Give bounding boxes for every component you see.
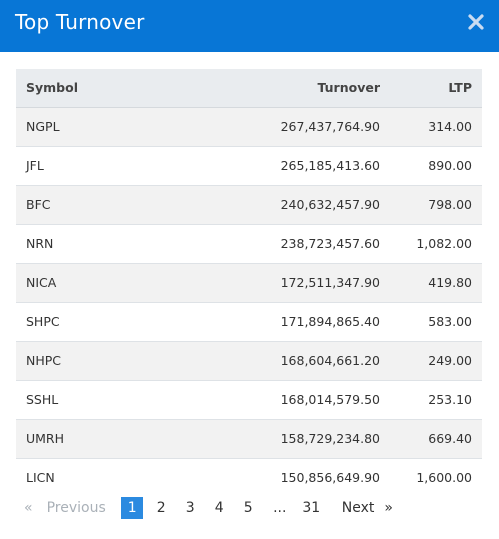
- pagination: « Previous 1 2 3 4 5 ... 31 Next »: [24, 497, 393, 519]
- column-header-turnover[interactable]: Turnover: [156, 69, 390, 108]
- table-row: JFL 265,185,413.60 890.00: [16, 146, 482, 185]
- cell-turnover: 158,729,234.80: [280, 431, 380, 446]
- next-label: Next: [341, 500, 375, 516]
- cell-ltp: 253.10: [428, 392, 472, 407]
- cell-ltp: 890.00: [428, 158, 472, 173]
- cell-ltp: 314.00: [428, 119, 472, 134]
- table-row: NGPL 267,437,764.90 314.00: [16, 107, 482, 146]
- cell-ltp: 249.00: [428, 353, 472, 368]
- page-5-button[interactable]: 5: [243, 500, 253, 516]
- cell-symbol: JFL: [26, 158, 44, 173]
- table-row: BFC 240,632,457.90 798.00: [16, 185, 482, 224]
- page-1-button[interactable]: 1: [121, 497, 144, 519]
- close-button[interactable]: [467, 13, 485, 31]
- modal-header: Top Turnover: [0, 0, 499, 52]
- cell-symbol: UMRH: [26, 431, 65, 446]
- cell-symbol: NHPC: [26, 353, 62, 368]
- table-row: SSHL 168,014,579.50 253.10: [16, 380, 482, 419]
- cell-ltp: 798.00: [428, 197, 472, 212]
- pagination-ellipsis: ...: [273, 500, 287, 516]
- cell-ltp: 583.00: [428, 314, 472, 329]
- table-row: LICN 150,856,649.90 1,600.00: [16, 458, 482, 497]
- table-row: UMRH 158,729,234.80 669.40: [16, 419, 482, 458]
- cell-symbol: NRN: [26, 236, 54, 251]
- cell-symbol: BFC: [26, 197, 51, 212]
- table-row: NHPC 168,604,661.20 249.00: [16, 341, 482, 380]
- column-header-ltp[interactable]: LTP: [390, 69, 482, 108]
- double-chevron-right-icon: »: [384, 500, 393, 516]
- next-page-button[interactable]: Next »: [342, 500, 393, 516]
- cell-ltp: 669.40: [428, 431, 472, 446]
- page-31-button[interactable]: 31: [302, 500, 321, 516]
- table-header-row: Symbol Turnover LTP: [16, 69, 482, 108]
- table-row: NRN 238,723,457.60 1,082.00: [16, 224, 482, 263]
- page-2-button[interactable]: 2: [156, 500, 166, 516]
- double-chevron-left-icon: «: [24, 500, 33, 516]
- turnover-table-container: Symbol Turnover LTP NGPL 267,437,764.90 …: [16, 69, 482, 497]
- cell-turnover: 168,014,579.50: [280, 392, 380, 407]
- previous-page-button: « Previous: [24, 500, 106, 516]
- cell-ltp: 1,082.00: [416, 236, 472, 251]
- cell-turnover: 171,894,865.40: [280, 314, 380, 329]
- cell-turnover: 240,632,457.90: [280, 197, 380, 212]
- cell-symbol: NGPL: [26, 119, 60, 134]
- turnover-table: Symbol Turnover LTP NGPL 267,437,764.90 …: [16, 69, 482, 497]
- column-header-symbol[interactable]: Symbol: [16, 69, 156, 108]
- cell-turnover: 150,856,649.90: [280, 470, 380, 486]
- previous-label: Previous: [46, 500, 106, 516]
- cell-symbol: LICN: [26, 470, 55, 486]
- page-4-button[interactable]: 4: [214, 500, 224, 516]
- table-row: NICA 172,511,347.90 419.80: [16, 263, 482, 302]
- cell-turnover: 172,511,347.90: [280, 275, 380, 290]
- cell-symbol: SSHL: [26, 392, 59, 407]
- close-icon: [468, 14, 484, 30]
- page-3-button[interactable]: 3: [185, 500, 195, 516]
- cell-ltp: 419.80: [428, 275, 472, 290]
- cell-turnover: 168,604,661.20: [280, 353, 380, 368]
- cell-turnover: 238,723,457.60: [280, 236, 380, 251]
- cell-symbol: SHPC: [26, 314, 60, 329]
- cell-ltp: 1,600.00: [416, 470, 472, 486]
- cell-turnover: 265,185,413.60: [280, 158, 380, 173]
- cell-symbol: NICA: [26, 275, 57, 290]
- cell-turnover: 267,437,764.90: [280, 119, 380, 134]
- table-row: SHPC 171,894,865.40 583.00: [16, 302, 482, 341]
- modal-title: Top Turnover: [15, 10, 145, 34]
